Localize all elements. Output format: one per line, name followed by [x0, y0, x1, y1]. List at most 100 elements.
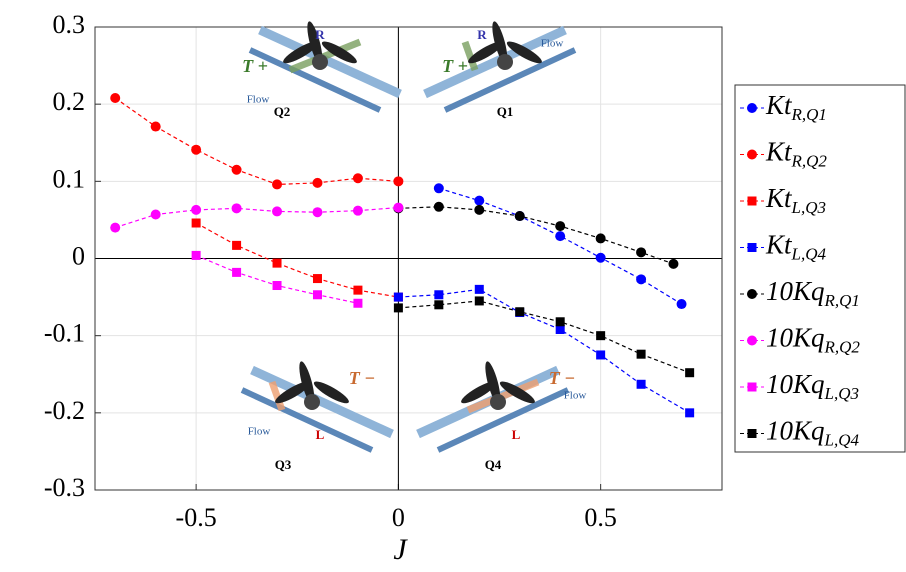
- marker: [596, 331, 606, 341]
- annotation: Q1: [497, 104, 514, 119]
- marker: [353, 298, 363, 308]
- blade: [461, 381, 497, 404]
- legend-marker: [747, 103, 757, 113]
- legend-entry: KtL,Q3: [765, 183, 826, 217]
- annotation: T +: [242, 56, 268, 76]
- annotation: Flow: [248, 426, 271, 438]
- annotation: Flow: [541, 38, 564, 50]
- annotation: T −: [549, 368, 575, 388]
- legend-subscript: R,Q1: [824, 291, 860, 310]
- marker: [668, 258, 679, 269]
- y-tick-label: -0.2: [44, 396, 85, 425]
- annotation: Q4: [485, 457, 502, 472]
- annotation: R: [315, 27, 325, 42]
- propeller-icon: [416, 361, 570, 453]
- marker: [272, 206, 283, 217]
- x-tick-label: -0.5: [176, 503, 217, 532]
- marker: [595, 252, 606, 263]
- legend-subscript: L,Q4: [791, 244, 827, 263]
- series-line: [115, 206, 399, 229]
- x-tick-label: 0: [392, 503, 405, 532]
- flow-arrow: [248, 47, 382, 113]
- marker: [272, 281, 282, 291]
- marker: [191, 144, 202, 155]
- annotation: L: [512, 427, 521, 442]
- legend-marker: [747, 429, 757, 438]
- marker: [636, 349, 646, 359]
- marker: [312, 207, 323, 218]
- flow-arrow: [443, 47, 577, 113]
- hub: [312, 54, 328, 70]
- legend-marker: [747, 149, 757, 160]
- marker: [685, 368, 695, 378]
- marker: [636, 274, 647, 285]
- marker: [353, 285, 363, 295]
- annotation: L: [316, 427, 325, 442]
- marker: [636, 379, 646, 389]
- hub: [497, 54, 513, 70]
- shaft-arrow: [258, 25, 402, 99]
- marker: [110, 222, 121, 233]
- legend-marker: [747, 289, 757, 299]
- legend-name: Kt: [765, 183, 793, 213]
- blade: [313, 381, 349, 404]
- y-tick-label: 0: [72, 241, 85, 270]
- marker: [393, 202, 404, 213]
- propeller-icon: [248, 21, 402, 113]
- marker: [231, 203, 242, 214]
- marker: [352, 173, 363, 184]
- blade: [499, 381, 535, 404]
- marker: [312, 177, 323, 188]
- marker: [555, 231, 566, 242]
- marker: [433, 183, 444, 194]
- legend-marker: [747, 196, 757, 206]
- marker: [555, 324, 565, 334]
- y-tick-label: 0.2: [53, 87, 86, 116]
- thrust-arrow: [268, 380, 286, 412]
- marker: [393, 176, 404, 187]
- annotation: Flow: [564, 390, 587, 402]
- legend-name: 10Kq: [766, 276, 825, 306]
- marker: [595, 233, 606, 244]
- series-line: [195, 222, 399, 298]
- hub: [304, 394, 320, 410]
- series-line: [398, 300, 690, 374]
- legend-marker: [747, 335, 757, 346]
- blade: [283, 41, 319, 64]
- annotation: Flow: [247, 94, 270, 106]
- legend-subscript: R,Q2: [791, 151, 828, 170]
- marker: [515, 307, 525, 317]
- marker: [474, 296, 484, 306]
- propeller-icon: [423, 21, 577, 113]
- series-line: [114, 97, 399, 186]
- marker: [474, 284, 484, 294]
- legend-marker: [747, 149, 757, 160]
- hub: [490, 394, 506, 410]
- blade: [321, 41, 357, 64]
- blade: [275, 381, 311, 404]
- legend-name: Kt: [765, 230, 793, 260]
- series-line: [398, 288, 690, 414]
- legend-entry: 10KqR,Q1: [766, 276, 860, 310]
- marker: [110, 92, 121, 103]
- y-tick-label: -0.1: [44, 319, 85, 348]
- marker: [474, 195, 485, 206]
- legend-entry: KtL,Q4: [765, 230, 826, 264]
- legend-marker: [747, 243, 757, 252]
- legend-marker: [747, 429, 757, 438]
- marker: [434, 290, 444, 300]
- x-axis-label: J: [393, 533, 408, 566]
- marker: [352, 205, 363, 216]
- marker: [676, 299, 687, 310]
- flow-arrow: [240, 387, 374, 453]
- marker: [272, 258, 282, 268]
- marker: [312, 290, 322, 300]
- marker: [433, 201, 444, 212]
- marker: [685, 408, 695, 418]
- legend-subscript: L,Q4: [824, 430, 860, 449]
- plot-frame: [94, 26, 723, 491]
- marker: [596, 350, 606, 360]
- propeller-icon: [240, 361, 394, 453]
- marker: [555, 221, 566, 232]
